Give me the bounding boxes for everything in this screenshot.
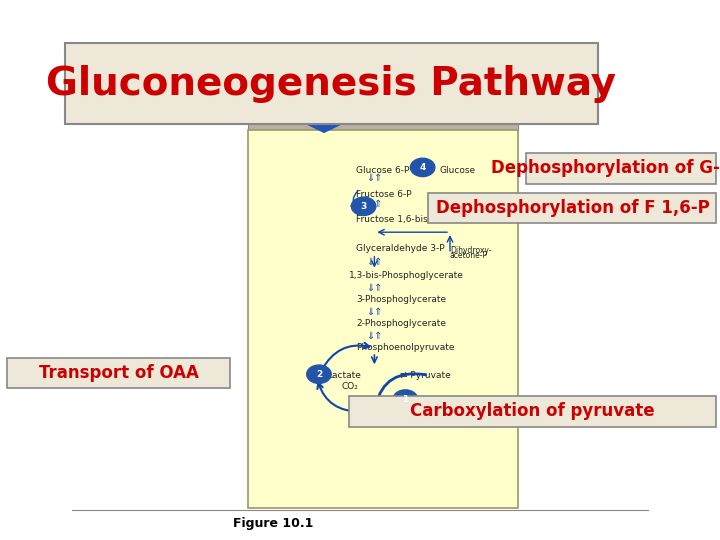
Text: Figure 10.1: Figure 10.1 <box>233 517 314 530</box>
Text: Dephosphorylation of G-6-P: Dephosphorylation of G-6-P <box>491 159 720 178</box>
Text: 2-Phosphoglycerate: 2-Phosphoglycerate <box>356 320 446 328</box>
Text: ⇄ Pyruvate: ⇄ Pyruvate <box>400 371 450 380</box>
Circle shape <box>351 197 376 215</box>
Text: Glyceraldehyde 3-P: Glyceraldehyde 3-P <box>356 244 445 253</box>
Text: acetone-P: acetone-P <box>450 252 488 260</box>
Text: ⇓⇑: ⇓⇑ <box>366 257 382 267</box>
Text: Carboxylation of pyruvate: Carboxylation of pyruvate <box>410 402 655 421</box>
Text: 4: 4 <box>420 163 426 172</box>
Text: 2: 2 <box>316 370 322 379</box>
Text: Thr: Thr <box>360 91 371 96</box>
FancyBboxPatch shape <box>7 358 230 388</box>
Text: Gluconeogenesis Pathway: Gluconeogenesis Pathway <box>46 65 616 103</box>
Text: Glucose 6-P: Glucose 6-P <box>356 166 410 174</box>
Text: ⇓⇑: ⇓⇑ <box>366 307 382 317</box>
Polygon shape <box>279 84 369 132</box>
Text: 1,3-bis-Phosphoglycerate: 1,3-bis-Phosphoglycerate <box>349 271 464 280</box>
Text: ⇓⇑: ⇓⇑ <box>366 173 382 183</box>
FancyBboxPatch shape <box>65 43 598 124</box>
FancyBboxPatch shape <box>526 153 716 184</box>
Text: ⇓⇑: ⇓⇑ <box>366 331 382 341</box>
Text: ⇓⇑: ⇓⇑ <box>366 199 382 208</box>
FancyBboxPatch shape <box>349 396 716 427</box>
FancyBboxPatch shape <box>248 130 518 508</box>
Text: ⇓⇑: ⇓⇑ <box>366 284 382 293</box>
Text: Fructose 6-P: Fructose 6-P <box>356 190 412 199</box>
Circle shape <box>307 365 331 383</box>
Text: Dephosphorylation of F 1,6-P: Dephosphorylation of F 1,6-P <box>436 199 709 217</box>
FancyBboxPatch shape <box>428 193 716 223</box>
Text: Oxaloacetate: Oxaloacetate <box>356 414 417 423</box>
Circle shape <box>393 390 418 408</box>
Text: Transport of OAA: Transport of OAA <box>39 364 199 382</box>
Text: Glucose: Glucose <box>439 166 475 174</box>
Text: Dihydroxy-: Dihydroxy- <box>450 246 492 254</box>
Text: Dihydroxy-CoA: Dihydroxy-CoA <box>418 92 464 97</box>
Text: Phosphoenolpyruvate: Phosphoenolpyruvate <box>356 343 455 352</box>
Text: CO₂: CO₂ <box>342 382 359 391</box>
Text: 3: 3 <box>361 202 366 211</box>
Text: Fructose 1,6-bis-P: Fructose 1,6-bis-P <box>356 215 437 224</box>
Text: Tyr  |: Tyr | <box>266 91 282 96</box>
Text: Lactate: Lactate <box>328 371 361 380</box>
Text: 1: 1 <box>402 395 408 403</box>
Text: 3-Phosphoglycerate: 3-Phosphoglycerate <box>356 295 446 304</box>
Circle shape <box>410 158 435 177</box>
FancyBboxPatch shape <box>248 81 518 130</box>
